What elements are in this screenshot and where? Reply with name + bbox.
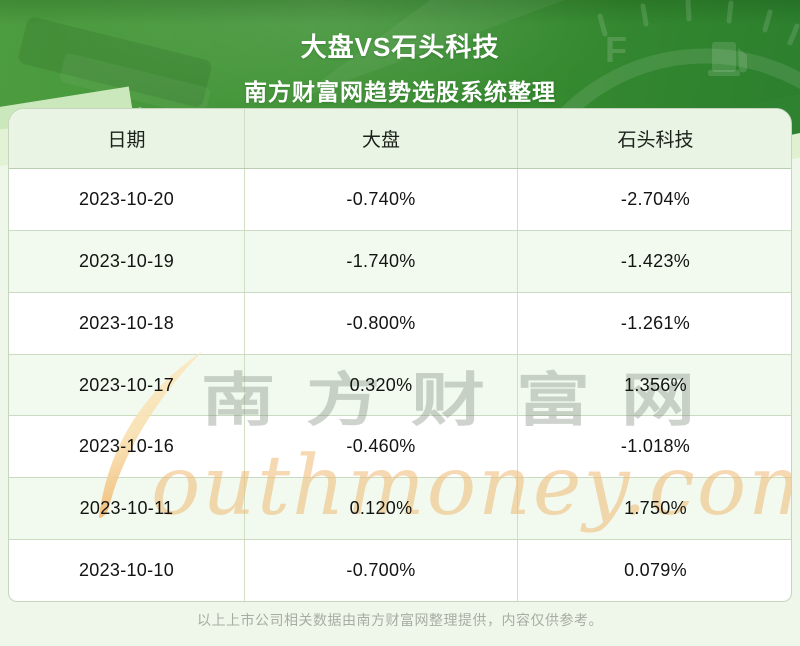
table-row: 2023-10-19 -1.740% -1.423% <box>9 230 791 293</box>
cell-date: 2023-10-18 <box>9 292 245 354</box>
cell-stock-change: 1.750% <box>624 498 687 519</box>
fuel-gauge-decoration-icon: F <box>18 0 800 112</box>
cell-market-change: -1.740% <box>245 230 518 292</box>
table-row: 2023-10-11 0.120% 1.750% <box>9 478 791 541</box>
cell-stock-change: -1.018% <box>620 436 691 457</box>
cell-date: 2023-10-10 <box>9 540 245 601</box>
cell-date: 2023-10-19 <box>9 230 245 292</box>
column-header-date: 日期 <box>9 109 245 168</box>
cell-date: 2023-10-20 <box>9 169 245 230</box>
column-header-market: 大盘 <box>245 109 518 168</box>
cell-date: 2023-10-17 <box>9 354 245 416</box>
table-row: 2023-10-16 -0.460% -1.018% <box>9 416 791 479</box>
cell-market-change: 0.320% <box>245 354 518 416</box>
cell-stock-change: -1.261% <box>620 312 691 333</box>
cell-stock-change: -2.704% <box>620 188 691 209</box>
cell-date: 2023-10-11 <box>9 478 245 540</box>
cell-market-change: -0.800% <box>245 292 518 354</box>
header-banner: F 大盘VS石头科技 南方财富网趋势选股系统整理 <box>0 0 800 112</box>
cell-market-change: -0.460% <box>245 416 518 478</box>
data-table-card: 南方财富网 outhmoney.com 日期 大盘 石头科技 2023-10-2… <box>8 108 792 602</box>
table-row: 2023-10-17 0.320% 1.356% <box>9 354 791 417</box>
page-title: 大盘VS石头科技 <box>300 32 500 62</box>
footer-note: 以上上市公司相关数据由南方财富网整理提供，内容仅供参考。 <box>197 612 603 628</box>
cell-stock-change: 0.079% <box>624 560 687 581</box>
fuel-pump-icon <box>708 42 748 76</box>
cell-market-change: 0.120% <box>245 478 518 540</box>
table-row: 2023-10-20 -0.740% -2.704% <box>9 169 791 231</box>
cell-market-change: -0.740% <box>245 169 518 230</box>
table-header-row: 日期 大盘 石头科技 <box>9 109 791 169</box>
cell-stock-change: -1.423% <box>620 250 691 271</box>
cell-date: 2023-10-16 <box>9 416 245 478</box>
table-row: 2023-10-10 -0.700% 0.079% <box>9 540 791 601</box>
column-header-stock: 石头科技 <box>617 130 694 151</box>
comparison-table: 日期 大盘 石头科技 2023-10-20 -0.740% -2.704% 20… <box>9 109 791 601</box>
page-subtitle: 南方财富网趋势选股系统整理 <box>244 79 556 105</box>
cell-stock-change: 1.356% <box>624 374 687 395</box>
cell-market-change: -0.700% <box>245 540 518 601</box>
table-row: 2023-10-18 -0.800% -1.261% <box>9 292 791 355</box>
gauge-letter-f: F <box>605 29 627 70</box>
